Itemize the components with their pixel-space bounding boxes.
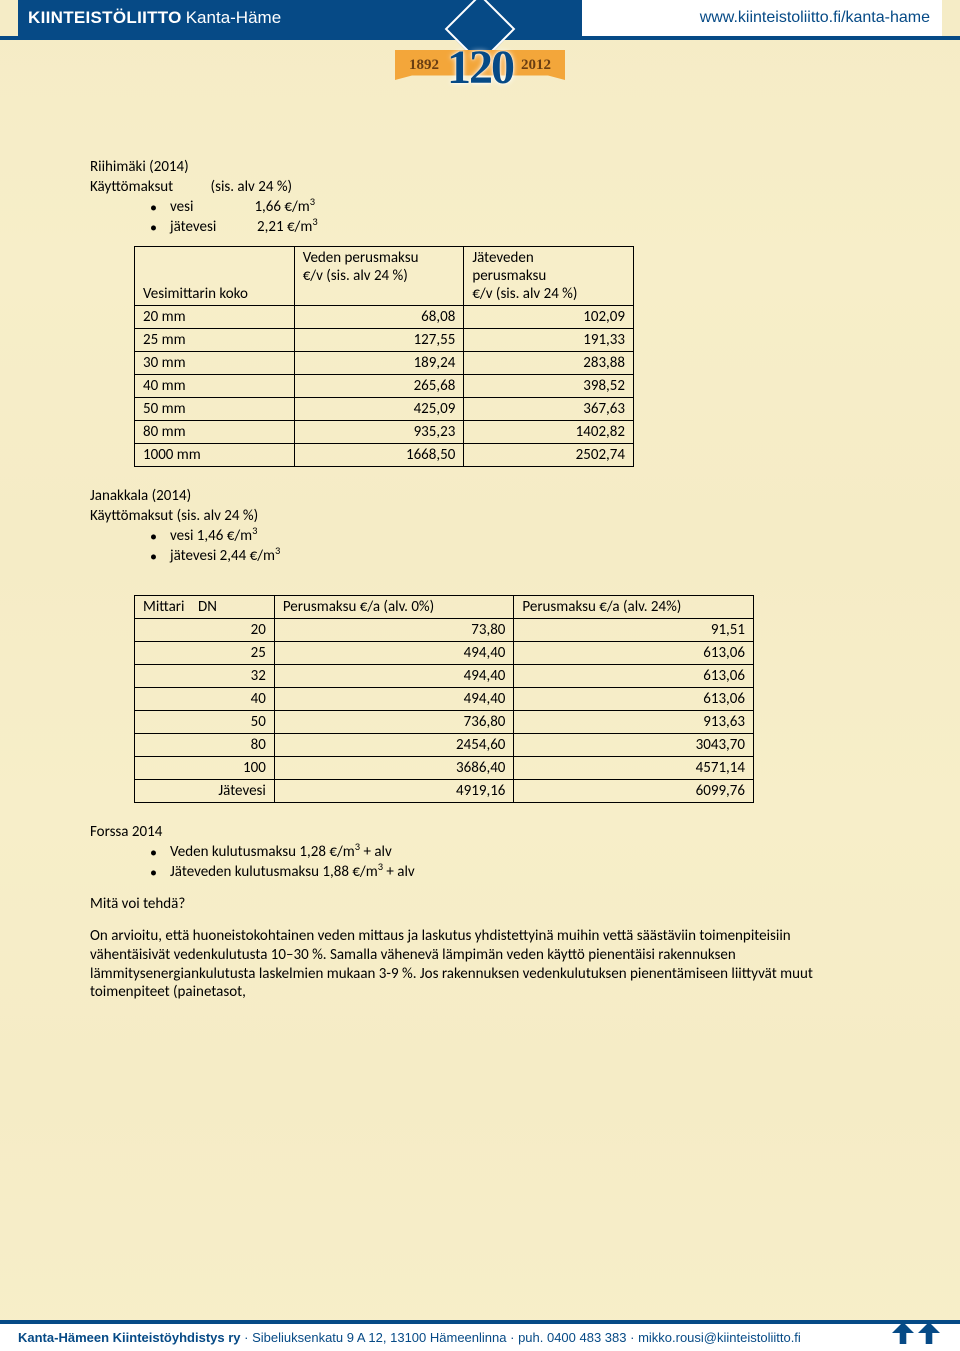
section-question: Mitä voi tehdä?	[90, 895, 870, 913]
footer-org: Kanta-Hämeen Kiinteistöyhdistys ry	[18, 1330, 241, 1345]
list-item: jätevesi 2,21 €/m3	[150, 218, 870, 236]
table-row: 30 mm189,24283,88	[135, 352, 634, 375]
paragraph-text: On arvioitu, että huoneistokohtainen ved…	[90, 927, 870, 1002]
page-content: Riihimäki (2014) Käyttömaksut (sis. alv …	[0, 36, 960, 1044]
table-row: 40 mm265,68398,52	[135, 375, 634, 398]
th-water-fee: Veden perusmaksu €/v (sis. alv 24 %)	[294, 247, 464, 306]
section-forssa: Forssa 2014 Veden kulutusmaksu 1,28 €/m3…	[90, 823, 870, 881]
th-fee-0: Perusmaksu €/a (alv. 0%)	[274, 596, 514, 619]
janakkala-bullets: vesi 1,46 €/m3 jätevesi 2,44 €/m3	[150, 527, 870, 565]
riihimaki-bullets: vesi 1,66 €/m3 jätevesi 2,21 €/m3	[150, 198, 870, 236]
section-riihimaki: Riihimäki (2014) Käyttömaksut (sis. alv …	[90, 158, 870, 467]
riihimaki-table: Vesimittarin koko Veden perusmaksu €/v (…	[134, 246, 634, 467]
anniversary-badge: 1892 2012 120	[395, 4, 565, 94]
table-header-row: Vesimittarin koko Veden perusmaksu €/v (…	[135, 247, 634, 306]
footer: Kanta-Hämeen Kiinteistöyhdistys ry · Sib…	[0, 1320, 960, 1351]
list-item: vesi 1,46 €/m3	[150, 527, 870, 545]
th-fee-24: Perusmaksu €/a (alv. 24%)	[514, 596, 754, 619]
table-row: 20 mm68,08102,09	[135, 306, 634, 329]
table-row: 50 mm425,09367,63	[135, 398, 634, 421]
janakkala-title2: Käyttömaksut (sis. alv 24 %)	[90, 507, 870, 525]
header-url: www.kiinteistoliitto.fi/kanta-hame	[582, 0, 942, 36]
question-heading: Mitä voi tehdä?	[90, 895, 870, 913]
table-row: 1000 mm1668,502502,74	[135, 444, 634, 467]
th-meter-dn: Mittari DN	[135, 596, 275, 619]
table-row: 2073,8091,51	[135, 619, 754, 642]
brand-main: KIINTEISTÖLIITTO	[28, 8, 182, 28]
table-row: 32494,40613,06	[135, 665, 754, 688]
list-item: Jäteveden kulutusmaksu 1,88 €/m3 + alv	[150, 863, 870, 881]
th-waste-fee: Jäteveden perusmaksu €/v (sis. alv 24 %)	[464, 247, 634, 306]
table-row: Jätevesi4919,166099,76	[135, 780, 754, 803]
janakkala-table: Mittari DN Perusmaksu €/a (alv. 0%) Peru…	[134, 595, 754, 803]
year-left: 1892	[409, 57, 439, 74]
footer-phone: puh. 0400 483 383	[518, 1330, 626, 1345]
body-paragraph: On arvioitu, että huoneistokohtainen ved…	[90, 927, 870, 1002]
riihimaki-title1: Riihimäki (2014)	[90, 158, 870, 176]
th-meter-size: Vesimittarin koko	[135, 247, 295, 306]
footer-arrows-icon	[888, 1322, 940, 1349]
list-item: jätevesi 2,44 €/m3	[150, 547, 870, 565]
footer-text: Kanta-Hämeen Kiinteistöyhdistys ry · Sib…	[0, 1324, 960, 1351]
table-row: 25 mm127,55191,33	[135, 329, 634, 352]
footer-address: Sibeliuksenkatu 9 A 12, 13100 Hämeenlinn…	[252, 1330, 506, 1345]
forssa-bullets: Veden kulutusmaksu 1,28 €/m3 + alv Jätev…	[150, 843, 870, 881]
table-row: 50736,80913,63	[135, 711, 754, 734]
badge-number: 120	[447, 40, 513, 95]
brand-region: Kanta-Häme	[186, 8, 281, 28]
table-row: 25494,40613,06	[135, 642, 754, 665]
table-row: 80 mm935,231402,82	[135, 421, 634, 444]
riihimaki-title2: Käyttömaksut (sis. alv 24 %)	[90, 178, 870, 196]
table-header-row: Mittari DN Perusmaksu €/a (alv. 0%) Peru…	[135, 596, 754, 619]
section-janakkala: Janakkala (2014) Käyttömaksut (sis. alv …	[90, 487, 870, 803]
list-item: vesi 1,66 €/m3	[150, 198, 870, 216]
table-row: 40494,40613,06	[135, 688, 754, 711]
forssa-title: Forssa 2014	[90, 823, 870, 841]
janakkala-title1: Janakkala (2014)	[90, 487, 870, 505]
year-right: 2012	[521, 57, 551, 74]
list-item: Veden kulutusmaksu 1,28 €/m3 + alv	[150, 843, 870, 861]
table-row: 1003686,404571,14	[135, 757, 754, 780]
footer-email: mikko.rousi@kiinteistoliitto.fi	[638, 1330, 801, 1345]
table-row: 802454,603043,70	[135, 734, 754, 757]
